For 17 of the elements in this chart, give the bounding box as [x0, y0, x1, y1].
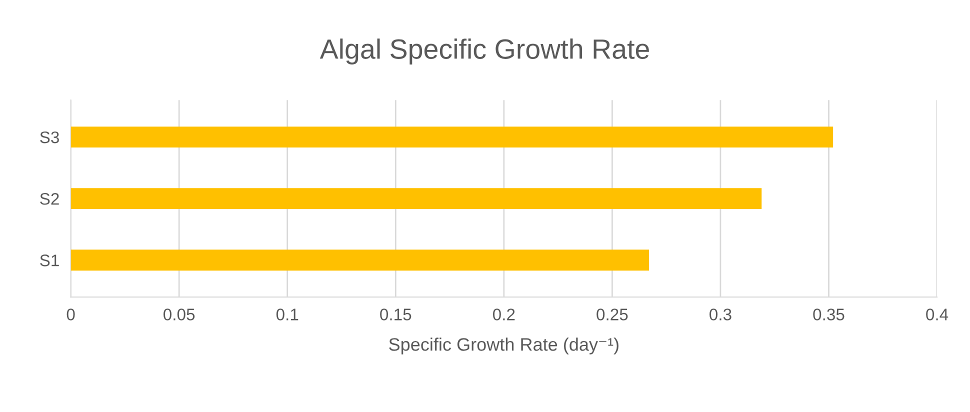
bar: [70, 250, 650, 271]
x-axis-title: Specific Growth Rate (day⁻¹): [389, 338, 618, 354]
x-tick-label: 0.4: [926, 308, 948, 320]
y-tick-label: S2: [40, 192, 59, 205]
x-tick-label: 0.15: [380, 308, 412, 320]
x-tick-label: 0.05: [164, 308, 195, 320]
y-tick-label: S1: [40, 254, 59, 266]
x-tick-label: 0.3: [710, 308, 732, 320]
chart-title: Algal Specific Growth Rate: [320, 38, 649, 64]
bar: [70, 188, 762, 210]
y-tick-label: S3: [40, 131, 59, 144]
x-tick-label: 0.25: [596, 308, 628, 320]
x-tick-label: 0: [66, 308, 75, 320]
bar: [70, 126, 834, 148]
x-tick-label: 0.35: [813, 308, 844, 320]
x-tick-label: 0.1: [276, 308, 298, 320]
x-tick-label: 0.2: [492, 308, 515, 320]
